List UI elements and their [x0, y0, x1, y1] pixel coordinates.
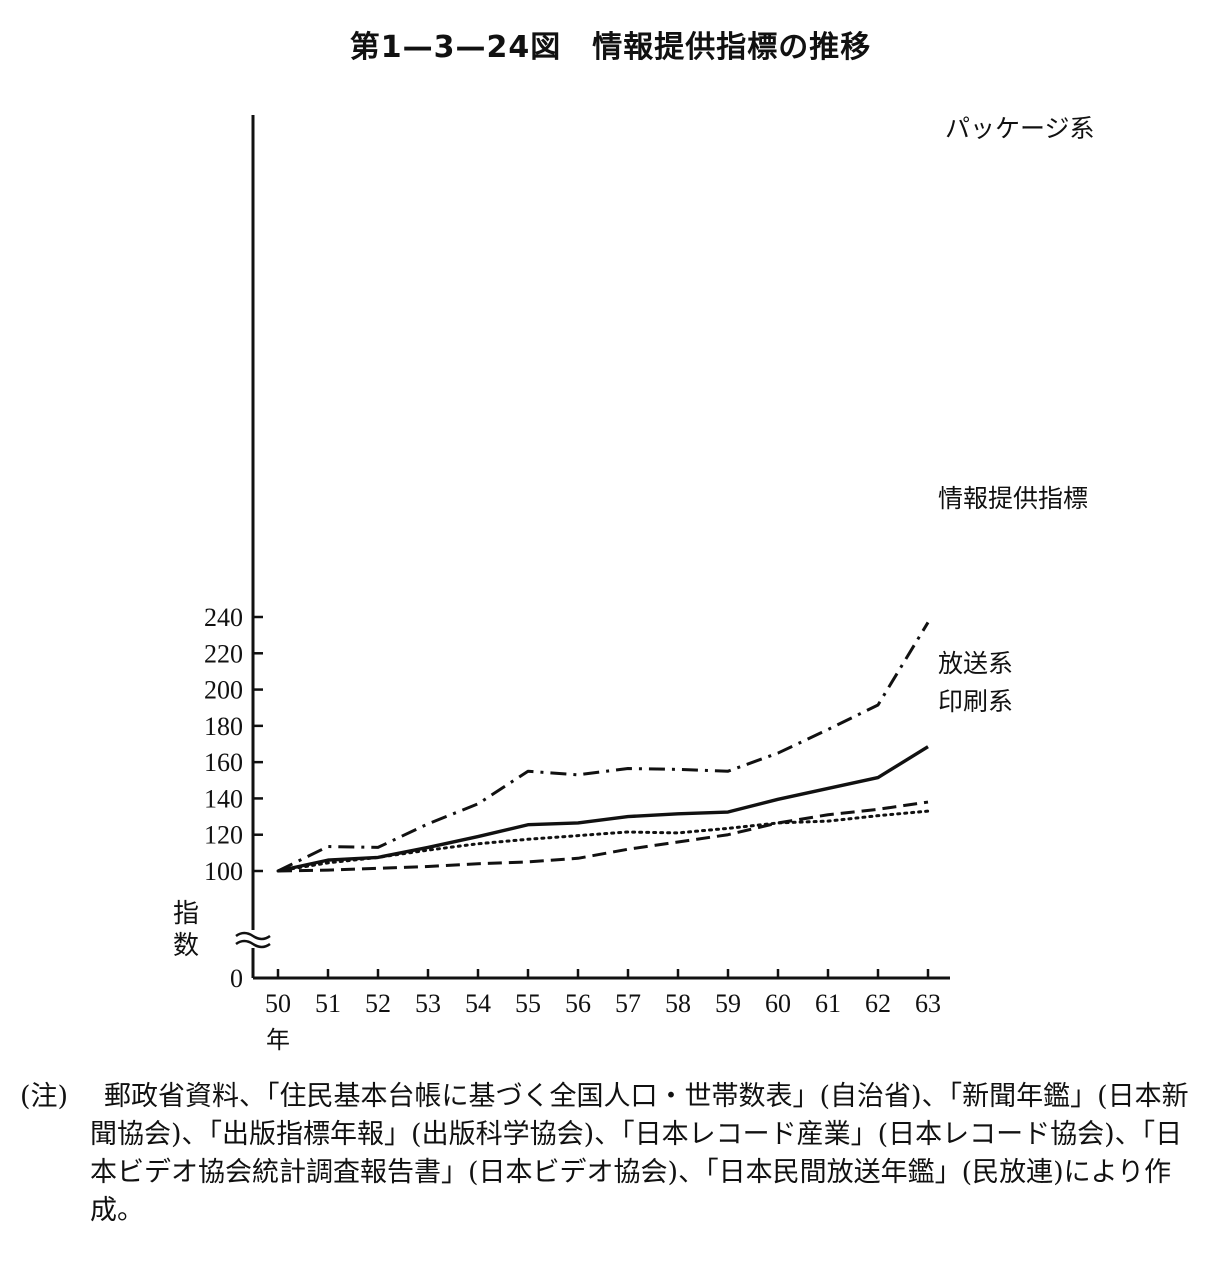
- x-ticks: 50 51 52 53 54 55 56 57 58 59 60 61 62 63 年: [265, 969, 941, 1054]
- x-tick-label: 59: [715, 989, 741, 1018]
- x-tick-label: 54: [465, 989, 491, 1018]
- axis-break-mark-top: [235, 931, 271, 941]
- y-tick-label: 120: [204, 821, 243, 850]
- chart-title: 第1—3—24図 情報提供指標の推移: [349, 30, 872, 65]
- axis-break-mark-bottom: [235, 939, 271, 949]
- series-label: 印刷系: [938, 687, 1013, 716]
- y-ticks: 0 100 120 140 160 180 200 220 240 指数: [173, 603, 263, 993]
- series-label: 放送系: [938, 649, 1013, 678]
- y-tick-label: 0: [230, 964, 243, 993]
- series-label: パッケージ系: [945, 114, 1095, 143]
- y-tick-label: 220: [204, 639, 243, 668]
- series-label: 情報提供指標: [938, 484, 1088, 513]
- y-tick-label: 140: [204, 784, 243, 813]
- x-tick-label: 58: [665, 989, 691, 1018]
- x-tick-label: 61: [815, 989, 841, 1018]
- y-tick-label: 200: [204, 676, 243, 705]
- x-tick-label: 52: [365, 989, 391, 1018]
- series-line: [277, 800, 929, 873]
- x-axis-label: 年: [266, 1026, 290, 1054]
- x-tick-label: 60: [765, 989, 791, 1018]
- series-line: [277, 621, 930, 873]
- y-tick-label: 100: [204, 857, 243, 886]
- x-tick-label: 63: [915, 989, 941, 1018]
- x-tick-label: 62: [865, 989, 891, 1018]
- x-tick-label: 51: [315, 989, 341, 1018]
- y-tick-label: 160: [204, 748, 243, 777]
- note-text: 郵政省資料、「住民基本台帳に基づく全国人口・世帯数表」(自治省)、「新聞年鑑」(…: [90, 1081, 1189, 1226]
- x-tick-label: 57: [615, 989, 641, 1018]
- axes: [235, 115, 950, 980]
- x-tick-label: 53: [415, 989, 441, 1018]
- x-tick-label: 56: [565, 989, 591, 1018]
- series-lines: [276, 621, 930, 873]
- series-line: [277, 745, 929, 873]
- note-label: (注): [20, 1081, 69, 1112]
- x-tick-label: 55: [515, 989, 541, 1018]
- y-axis-label-char: 数: [173, 931, 199, 961]
- y-axis-label-char: 指: [173, 899, 199, 929]
- line-chart: 0 100 120 140 160 180 200 220 240 指数 50 51 52 53 54 55…: [173, 114, 1095, 1054]
- x-tick-label: 50: [265, 989, 291, 1018]
- series-line: [276, 809, 930, 873]
- y-tick-label: 180: [204, 712, 243, 741]
- y-tick-label: 240: [204, 603, 243, 632]
